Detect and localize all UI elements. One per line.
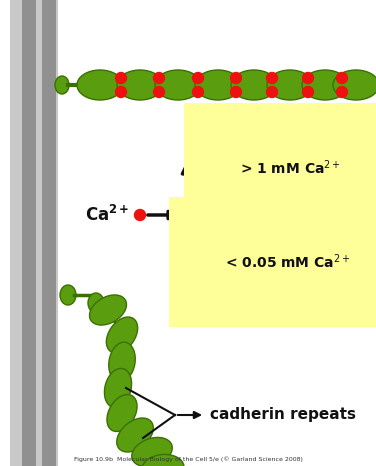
Ellipse shape — [117, 418, 153, 452]
Text: Figure 10.9b  Molecular Biology of the Cell 5/e (© Garland Science 2008): Figure 10.9b Molecular Biology of the Ce… — [74, 456, 302, 462]
Circle shape — [115, 87, 126, 97]
Ellipse shape — [107, 395, 137, 432]
Text: $\mathbf{Ca^{2+}}$: $\mathbf{Ca^{2+}}$ — [264, 205, 308, 225]
Ellipse shape — [105, 369, 132, 408]
Text: < 0.05 mM Ca$^{2+}$: < 0.05 mM Ca$^{2+}$ — [225, 253, 350, 271]
Ellipse shape — [142, 454, 184, 466]
Ellipse shape — [77, 70, 123, 100]
Bar — [22, 0, 36, 466]
Ellipse shape — [109, 342, 135, 382]
Ellipse shape — [117, 70, 163, 100]
Circle shape — [250, 210, 261, 220]
Text: > 1 mM Ca$^{2+}$: > 1 mM Ca$^{2+}$ — [240, 159, 341, 177]
Ellipse shape — [155, 70, 201, 100]
Circle shape — [267, 87, 277, 97]
Circle shape — [230, 73, 241, 83]
Circle shape — [267, 73, 277, 83]
Ellipse shape — [88, 293, 104, 313]
Ellipse shape — [106, 317, 138, 353]
Bar — [10, 0, 58, 466]
Ellipse shape — [267, 70, 313, 100]
Text: cadherin repeats: cadherin repeats — [210, 407, 356, 423]
Circle shape — [153, 87, 165, 97]
Ellipse shape — [55, 76, 69, 94]
Circle shape — [115, 73, 126, 83]
Ellipse shape — [89, 295, 126, 325]
Ellipse shape — [231, 70, 277, 100]
Circle shape — [337, 73, 347, 83]
Ellipse shape — [333, 70, 376, 100]
Circle shape — [303, 73, 314, 83]
Circle shape — [230, 87, 241, 97]
Bar — [42, 0, 56, 466]
Circle shape — [337, 87, 347, 97]
Ellipse shape — [60, 285, 76, 305]
Circle shape — [135, 210, 146, 220]
Text: $\mathbf{Ca^{2+}}$: $\mathbf{Ca^{2+}}$ — [85, 205, 129, 225]
Circle shape — [193, 87, 203, 97]
Circle shape — [303, 87, 314, 97]
Circle shape — [153, 73, 165, 83]
Circle shape — [193, 73, 203, 83]
Ellipse shape — [302, 70, 348, 100]
Ellipse shape — [132, 438, 172, 466]
Ellipse shape — [195, 70, 241, 100]
